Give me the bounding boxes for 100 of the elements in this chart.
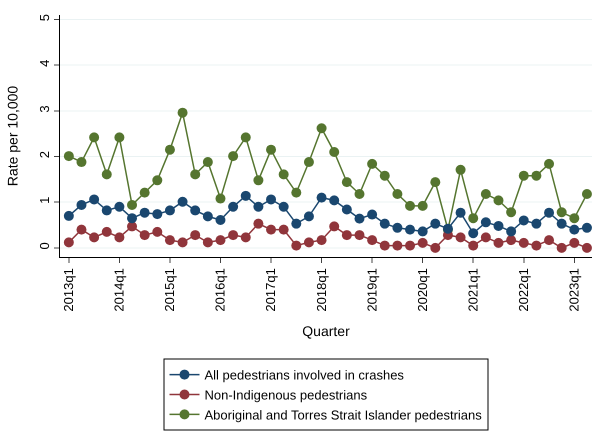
x-tick-label: 2023q1 bbox=[566, 268, 582, 312]
point bbox=[468, 213, 478, 224]
point bbox=[531, 240, 542, 251]
point bbox=[152, 226, 162, 237]
point bbox=[76, 157, 86, 168]
point bbox=[506, 226, 516, 236]
x-tick-label: 2018q1 bbox=[314, 268, 329, 312]
point bbox=[456, 208, 466, 218]
point bbox=[354, 230, 364, 240]
point bbox=[468, 228, 478, 238]
point bbox=[240, 132, 251, 142]
point bbox=[556, 218, 567, 229]
y-tick-label: 2 bbox=[36, 150, 52, 158]
x-tick-label: 2013q1 bbox=[61, 268, 76, 312]
point bbox=[518, 238, 529, 248]
point bbox=[493, 195, 504, 206]
legend-label: Aboriginal and Torres Strait Islander pedestrians bbox=[204, 407, 482, 422]
point bbox=[278, 224, 289, 235]
point bbox=[329, 146, 340, 157]
point bbox=[531, 170, 542, 181]
point bbox=[569, 224, 580, 235]
point bbox=[127, 213, 138, 224]
point bbox=[164, 144, 175, 155]
point bbox=[582, 188, 592, 199]
point bbox=[266, 144, 276, 155]
point bbox=[266, 224, 276, 235]
point bbox=[140, 188, 150, 198]
point bbox=[480, 217, 491, 228]
point bbox=[102, 226, 112, 237]
point bbox=[114, 232, 124, 242]
point bbox=[202, 157, 213, 168]
point bbox=[418, 200, 428, 211]
point bbox=[178, 108, 188, 118]
point bbox=[127, 200, 138, 210]
point bbox=[569, 238, 580, 248]
point bbox=[329, 195, 340, 206]
point bbox=[342, 204, 352, 215]
point bbox=[430, 242, 440, 253]
point bbox=[215, 215, 226, 226]
x-tick-label: 2019q1 bbox=[364, 268, 380, 312]
point bbox=[392, 188, 402, 199]
point bbox=[304, 157, 314, 168]
point bbox=[266, 194, 276, 204]
point bbox=[202, 237, 213, 248]
point bbox=[418, 238, 428, 248]
point bbox=[544, 235, 554, 246]
point bbox=[518, 215, 529, 226]
point bbox=[506, 235, 516, 246]
y-tick-label: 0 bbox=[36, 242, 52, 250]
point bbox=[380, 170, 390, 181]
point bbox=[102, 205, 112, 216]
point bbox=[468, 240, 478, 251]
point bbox=[190, 230, 200, 240]
point bbox=[89, 194, 100, 204]
point bbox=[354, 214, 364, 224]
point bbox=[342, 177, 352, 188]
point bbox=[152, 209, 162, 220]
point bbox=[291, 240, 302, 251]
x-tick-label: 2017q1 bbox=[263, 268, 278, 312]
point bbox=[291, 188, 302, 198]
point bbox=[544, 158, 554, 169]
point bbox=[405, 240, 416, 251]
point bbox=[228, 202, 238, 212]
point bbox=[316, 192, 327, 203]
point bbox=[64, 237, 74, 248]
point bbox=[480, 232, 491, 242]
point bbox=[392, 240, 402, 251]
point bbox=[518, 170, 529, 181]
point bbox=[114, 202, 124, 212]
point bbox=[202, 211, 213, 222]
y-tick-label: 5 bbox=[36, 14, 52, 22]
point bbox=[456, 232, 466, 242]
point bbox=[493, 220, 504, 231]
point bbox=[506, 207, 516, 218]
point bbox=[114, 132, 124, 142]
point bbox=[76, 224, 86, 235]
point bbox=[316, 235, 327, 246]
point bbox=[430, 218, 440, 229]
point bbox=[140, 230, 150, 240]
x-axis-title: Quarter bbox=[302, 322, 350, 339]
point bbox=[569, 213, 580, 224]
x-tick-label: 2020q1 bbox=[414, 268, 430, 312]
point bbox=[493, 238, 504, 248]
point bbox=[354, 188, 364, 199]
point bbox=[64, 151, 74, 162]
point bbox=[76, 200, 86, 210]
x-tick-label: 2022q1 bbox=[516, 268, 531, 312]
y-tick-label: 4 bbox=[36, 60, 52, 67]
point bbox=[367, 210, 378, 220]
point bbox=[316, 123, 327, 134]
x-tick-label: 2015q1 bbox=[162, 268, 178, 312]
point bbox=[253, 175, 264, 186]
point bbox=[556, 207, 567, 218]
point bbox=[228, 151, 238, 162]
point bbox=[531, 218, 542, 229]
point bbox=[304, 211, 314, 222]
point bbox=[380, 240, 390, 251]
x-tick-label: 2016q1 bbox=[212, 268, 228, 312]
point bbox=[291, 218, 302, 229]
point bbox=[164, 205, 175, 216]
